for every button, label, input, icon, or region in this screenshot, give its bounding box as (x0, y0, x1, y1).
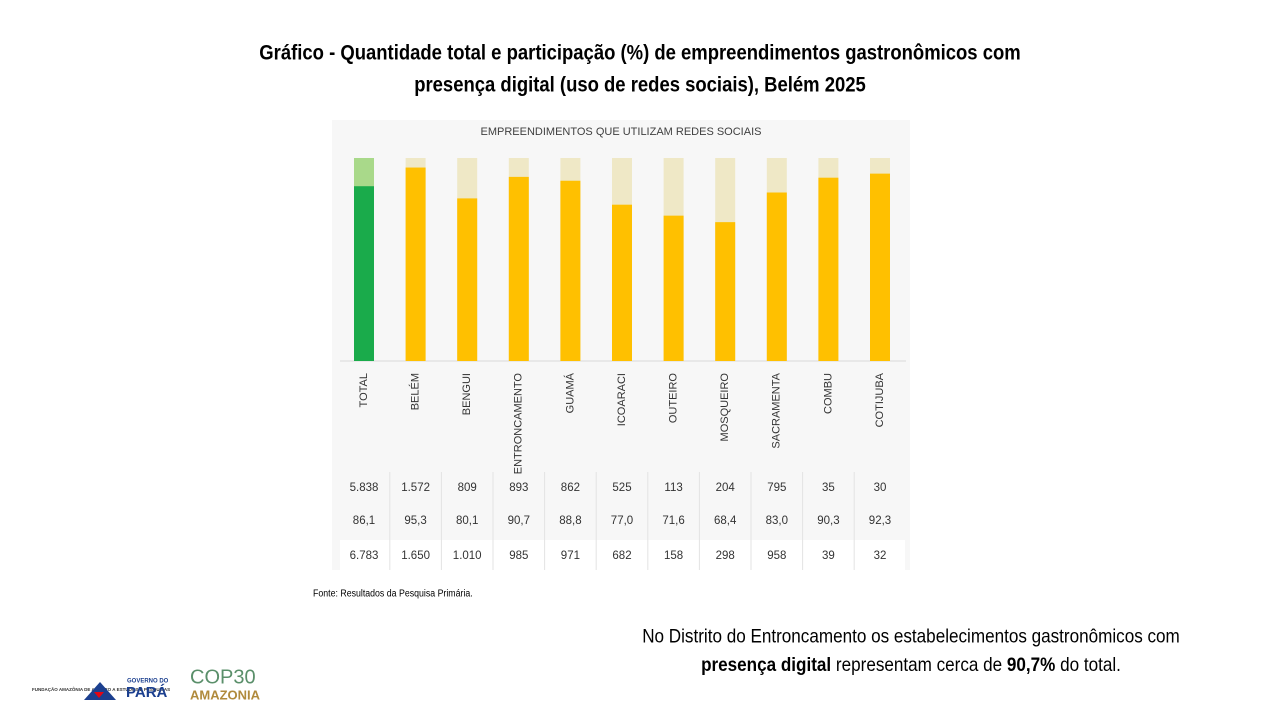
table-cell: 35 (822, 482, 835, 494)
logo-text: COP30 (190, 666, 256, 688)
table-cell: 158 (664, 550, 683, 562)
x-tick-label: ICOARACI (616, 373, 628, 426)
logo-shape (94, 692, 104, 698)
value-label: 88,8 (559, 515, 581, 527)
bar (818, 177, 839, 361)
table-cell: 682 (612, 550, 631, 562)
slide-title: presença digital (uso de redes sociais),… (414, 73, 866, 96)
table-cell: 862 (561, 482, 580, 494)
table-cell: 971 (561, 550, 580, 562)
table-cell: 985 (509, 550, 528, 562)
table-cell: 1.010 (453, 550, 482, 562)
value-label: 80,1 (456, 515, 478, 527)
bar (354, 186, 374, 361)
table-cell: 525 (612, 482, 631, 494)
table-cell: 32 (874, 550, 887, 562)
note-segment: 90,7% (1007, 654, 1055, 675)
table-cell: 893 (509, 482, 528, 494)
value-label: 83,0 (766, 515, 788, 527)
logo-text: AMAZONIA (190, 687, 261, 702)
slide-title: Gráfico - Quantidade total e participaçã… (259, 41, 1020, 64)
note-segment: presença digital (701, 654, 831, 675)
bar (766, 192, 787, 361)
note-segment: representam cerca de (831, 654, 1007, 675)
table-cell: 6.783 (350, 550, 379, 562)
x-tick-label: GUAMÁ (563, 372, 576, 413)
x-tick-label: COMBU (822, 373, 834, 414)
x-tick-label: SACRAMENTA (771, 372, 783, 448)
note-segment: do total. (1055, 654, 1121, 675)
bar (457, 198, 478, 361)
x-tick-label: BENGUI (461, 373, 473, 415)
table-cell: 204 (716, 482, 736, 494)
table-cell: 795 (767, 482, 786, 494)
logo-text: GOVERNO DO (127, 679, 169, 685)
value-label: 71,6 (662, 515, 684, 527)
value-label: 77,0 (611, 515, 633, 527)
bar (715, 222, 736, 361)
value-label: 68,4 (714, 515, 737, 527)
bar (560, 180, 581, 361)
note: presença digital representam cerca de 90… (701, 654, 1121, 675)
bar (870, 173, 890, 361)
note-segment: No Distrito do Entroncamento os estabele… (642, 625, 1180, 646)
table-cell: 30 (874, 482, 887, 494)
x-tick-label: BELÉM (409, 373, 422, 410)
x-tick-label: OUTEIRO (668, 373, 680, 424)
table-cell: 1.572 (401, 482, 430, 494)
table-cell: 5.838 (350, 482, 379, 494)
table-cell: 113 (664, 482, 682, 494)
value-label: 90,3 (817, 515, 839, 527)
logos: FUNDAÇÃO AMAZÔNIA DE AMPARO A ESTUDOS E … (32, 666, 261, 702)
bar (508, 176, 529, 361)
table-cell: 809 (458, 482, 477, 494)
value-label: 95,3 (404, 515, 426, 527)
bar (612, 204, 632, 361)
note: No Distrito do Entroncamento os estabele… (642, 625, 1180, 646)
table-cell: 39 (822, 550, 835, 562)
logo-shape (84, 682, 116, 700)
table-cell: 1.650 (401, 550, 430, 562)
x-tick-label: ENTRONCAMENTO (513, 373, 525, 475)
table-cell: 298 (716, 550, 735, 562)
chart-title: EMPREENDIMENTOS QUE UTILIZAM REDES SOCIA… (481, 126, 762, 138)
table-row-bg (340, 540, 905, 570)
bar (663, 215, 684, 361)
source: Fonte: Resultados da Pesquisa Primária. (313, 587, 473, 599)
x-tick-label: MOSQUEIRO (719, 373, 731, 442)
value-label: 92,3 (869, 515, 891, 527)
bar (405, 167, 426, 361)
value-label: 86,1 (353, 515, 375, 527)
table-cell: 958 (767, 550, 786, 562)
x-tick-label: COTIJUBA (874, 372, 886, 427)
logo-text: PARÁ (126, 684, 168, 701)
value-label: 90,7 (508, 515, 530, 527)
x-tick-label: TOTAL (358, 373, 370, 407)
